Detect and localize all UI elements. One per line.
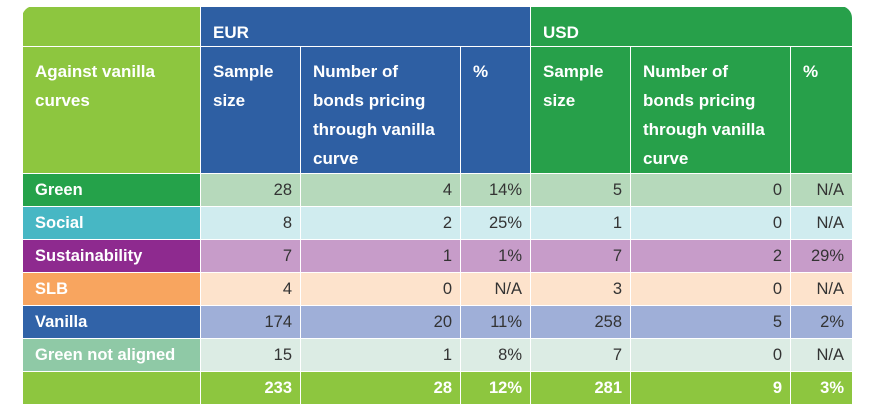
usd-bonds-pricing: 0 xyxy=(630,206,792,240)
eur-bonds-pricing-total: 28 xyxy=(300,371,461,405)
usd-sample-size: 7 xyxy=(530,239,632,273)
total-label xyxy=(22,371,201,405)
usd-percent: N/A xyxy=(790,338,852,372)
usd-bonds-pricing: 5 xyxy=(630,305,792,339)
usd-sample-size: 258 xyxy=(530,305,632,339)
table-row-green: Green 28 4 14% 5 0 N/A xyxy=(22,173,852,207)
usd-group-header: USD xyxy=(530,6,852,47)
row-label: Social xyxy=(22,206,201,240)
usd-percent: 29% xyxy=(790,239,852,273)
usd-percent: 2% xyxy=(790,305,852,339)
row-label: Green not aligned xyxy=(22,338,201,372)
corner-cell xyxy=(22,6,201,47)
eur-group-header: EUR xyxy=(199,6,532,47)
eur-sample-size: 28 xyxy=(200,173,301,207)
eur-sample-size: 15 xyxy=(200,338,301,372)
usd-sample-size: 5 xyxy=(530,173,632,207)
table-row-green-not-aligned: Green not aligned 15 1 8% 7 0 N/A xyxy=(22,338,852,372)
eur-percent: N/A xyxy=(459,272,532,306)
table-row-slb: SLB 4 0 N/A 3 0 N/A xyxy=(22,272,852,306)
eur-percent: 11% xyxy=(459,305,532,339)
eur-percent-header: % xyxy=(459,46,532,174)
eur-percent-total: 12% xyxy=(459,371,532,405)
eur-bonds-pricing-header: Number of bonds pricing through vanilla … xyxy=(300,46,461,174)
usd-bonds-pricing-header: Number of bonds pricing through vanilla … xyxy=(630,46,792,174)
usd-percent: N/A xyxy=(790,173,852,207)
eur-sample-size: 7 xyxy=(200,239,301,273)
eur-bonds-pricing: 4 xyxy=(300,173,461,207)
row-label: Vanilla xyxy=(22,305,201,339)
row-label: SLB xyxy=(22,272,201,306)
row-label-header: Against vanilla curves xyxy=(22,46,201,174)
row-label: Green xyxy=(22,173,201,207)
row-label: Sustainability xyxy=(22,239,201,273)
eur-sample-size: 4 xyxy=(200,272,301,306)
eur-bonds-pricing: 1 xyxy=(300,239,461,273)
table-row-total: 233 28 12% 281 9 3% xyxy=(22,371,852,405)
eur-sample-size: 174 xyxy=(200,305,301,339)
usd-percent: N/A xyxy=(790,272,852,306)
usd-sample-size: 7 xyxy=(530,338,632,372)
usd-bonds-pricing: 0 xyxy=(630,173,792,207)
eur-bonds-pricing: 1 xyxy=(300,338,461,372)
table-row-vanilla: Vanilla 174 20 11% 258 5 2% xyxy=(22,305,852,339)
eur-percent: 8% xyxy=(459,338,532,372)
table-row-social: Social 8 2 25% 1 0 N/A xyxy=(22,206,852,240)
usd-sample-size-total: 281 xyxy=(530,371,632,405)
usd-sample-size: 3 xyxy=(530,272,632,306)
usd-bonds-pricing-total: 9 xyxy=(630,371,792,405)
eur-bonds-pricing: 20 xyxy=(300,305,461,339)
eur-bonds-pricing: 2 xyxy=(300,206,461,240)
usd-sample-size: 1 xyxy=(530,206,632,240)
table-row-sustainability: Sustainability 7 1 1% 7 2 29% xyxy=(22,239,852,273)
eur-sample-size-header: Sample size xyxy=(200,46,301,174)
usd-bonds-pricing: 0 xyxy=(630,272,792,306)
usd-bonds-pricing: 2 xyxy=(630,239,792,273)
usd-sample-size-header: Sample size xyxy=(530,46,632,174)
eur-percent: 1% xyxy=(459,239,532,273)
comparison-table-container: EUR USD Against vanilla curves Sample si… xyxy=(22,6,852,416)
eur-percent: 25% xyxy=(459,206,532,240)
usd-percent: N/A xyxy=(790,206,852,240)
eur-percent: 14% xyxy=(459,173,532,207)
usd-percent-total: 3% xyxy=(790,371,852,405)
eur-sample-size-total: 233 xyxy=(200,371,301,405)
eur-sample-size: 8 xyxy=(200,206,301,240)
usd-percent-header: % xyxy=(790,46,852,174)
eur-bonds-pricing: 0 xyxy=(300,272,461,306)
usd-bonds-pricing: 0 xyxy=(630,338,792,372)
vanilla-curve-table: EUR USD Against vanilla curves Sample si… xyxy=(22,6,852,405)
